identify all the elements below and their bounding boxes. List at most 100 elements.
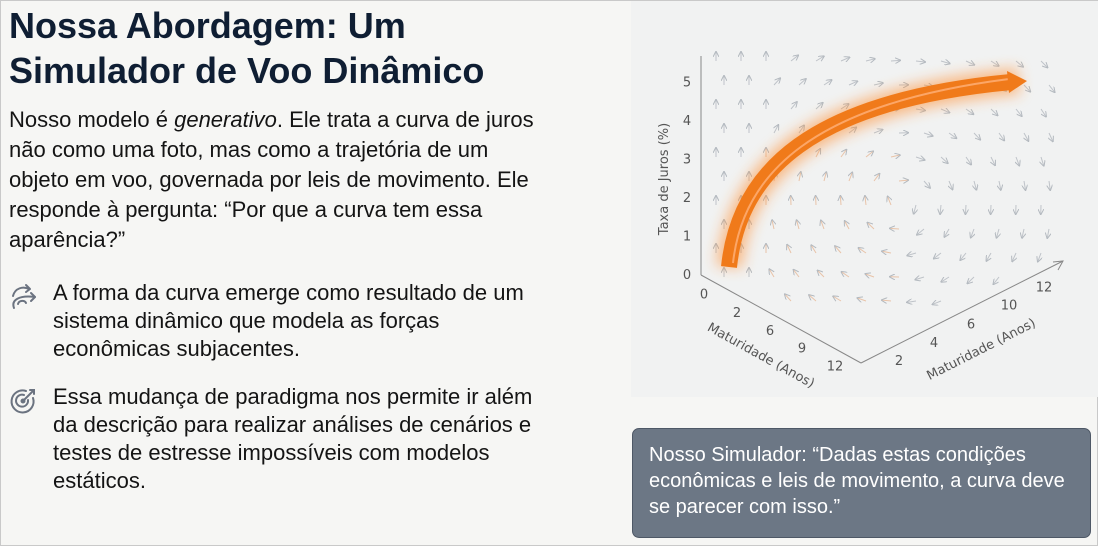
field-arrow <box>965 108 973 114</box>
field-arrow <box>933 301 942 304</box>
field-arrow <box>790 55 798 62</box>
field-arrow <box>882 300 892 301</box>
field-arrow <box>769 269 774 278</box>
y-tick-label: 0 <box>683 268 691 283</box>
field-arrow <box>866 274 875 277</box>
field-arrow <box>907 301 917 302</box>
page-title: Nossa Abordagem: Um Simulador de Voo Dinâ… <box>9 3 589 93</box>
field-arrow <box>823 80 831 86</box>
field-arrow <box>815 56 824 61</box>
field-arrow <box>971 228 974 237</box>
field-arrow <box>940 109 949 113</box>
right-tick-label: 12 <box>1036 281 1053 296</box>
bullet-item: A forma da curva emerge como resultado d… <box>9 279 589 363</box>
field-arrow <box>888 197 891 206</box>
y-tick-label: 4 <box>683 114 691 129</box>
intro-text: Nosso modelo é <box>9 107 175 132</box>
curve-arrowhead-icon <box>1007 71 1027 93</box>
intro-text-rest: . Ele trata a curva de juros não como um… <box>9 107 534 252</box>
field-arrow <box>915 61 925 62</box>
field-arrow <box>949 180 952 189</box>
y-tick-label: 1 <box>683 230 691 245</box>
field-arrow <box>840 150 846 158</box>
field-arrow <box>797 220 799 230</box>
field-arrow <box>821 221 824 230</box>
field-arrow <box>940 204 941 214</box>
field-arrow <box>1038 252 1041 261</box>
field-arrow <box>968 276 975 283</box>
field-arrow <box>1048 84 1055 92</box>
field-arrow <box>998 132 1004 140</box>
left-depth-axis <box>700 274 862 364</box>
field-arrow <box>940 61 950 63</box>
right-axis-label: Maturidade (Anos) <box>925 316 1039 384</box>
field-arrow <box>997 228 999 238</box>
field-arrow <box>873 130 882 133</box>
field-arrow <box>824 172 826 182</box>
field-arrow <box>840 57 849 61</box>
field-arrow <box>986 252 991 261</box>
field-arrow <box>868 223 875 230</box>
callout-box: Nosso Simulador: “Dadas estas condições … <box>632 428 1091 538</box>
field-arrow <box>999 180 1001 190</box>
field-arrow <box>944 228 949 237</box>
y-tick-label: 2 <box>683 191 691 206</box>
field-arrow <box>990 60 999 66</box>
field-arrow <box>1015 108 1022 116</box>
field-arrow <box>816 149 820 158</box>
field-arrow <box>923 133 933 136</box>
field-arrow <box>940 156 948 163</box>
field-arrow <box>1040 60 1047 67</box>
left-tick-label: 9 <box>798 342 806 357</box>
left-tick-label: 2 <box>733 306 741 321</box>
field-arrow <box>1023 84 1030 92</box>
field-arrow <box>833 296 842 301</box>
field-arrow <box>858 298 867 301</box>
field-arrow <box>993 276 1000 284</box>
field-arrow <box>898 180 908 181</box>
field-arrow <box>1047 228 1049 238</box>
field-arrow <box>965 204 966 214</box>
field-arrow <box>1041 156 1044 166</box>
field-arrow <box>790 102 797 110</box>
field-arrow <box>865 59 875 61</box>
field-arrow <box>815 103 823 110</box>
field-arrow <box>1024 180 1025 190</box>
figure-panel: 0 1 2 3 4 5 0 2 6 9 12 2 4 6 10 12 Taxa de Juros (%) Ma… <box>631 1 1098 397</box>
right-depth-axis <box>860 260 1064 364</box>
field-arrow <box>1024 132 1028 141</box>
field-arrow <box>990 108 997 115</box>
left-tick-label: 6 <box>766 324 774 339</box>
field-arrow <box>774 125 778 134</box>
field-arrow <box>907 253 917 255</box>
right-tick-label: 10 <box>1001 298 1018 313</box>
field-arrow <box>915 277 925 280</box>
field-arrow <box>960 252 967 260</box>
field-arrow <box>849 173 852 182</box>
field-arrow <box>973 132 980 140</box>
right-tick-label: 2 <box>895 354 903 369</box>
field-arrow <box>845 221 849 230</box>
field-arrow <box>1049 132 1053 141</box>
field-arrow <box>785 294 792 302</box>
field-arrow <box>1040 108 1046 117</box>
field-arrow <box>1012 252 1016 261</box>
field-arrow <box>835 246 842 254</box>
bullet-item: Essa mudança de paradigma nos permite ir… <box>9 383 589 495</box>
title-line-2: Simulador de Voo Dinâmico <box>9 50 485 91</box>
field-arrow <box>917 228 925 235</box>
field-arrow <box>848 81 857 85</box>
yield-curve-arrow <box>721 74 1012 268</box>
field-arrow <box>1016 156 1019 165</box>
left-tick-label: 12 <box>827 360 844 375</box>
field-arrow <box>1015 60 1023 67</box>
intro-emphasis: generativo <box>174 107 277 132</box>
field-arrow <box>882 251 892 253</box>
field-arrow <box>842 272 850 278</box>
axis-arrow-icon <box>1052 260 1064 271</box>
field-arrow <box>794 270 800 278</box>
field-arrow <box>915 157 925 160</box>
right-tick-label: 6 <box>967 317 975 332</box>
vector-field <box>716 52 1055 304</box>
